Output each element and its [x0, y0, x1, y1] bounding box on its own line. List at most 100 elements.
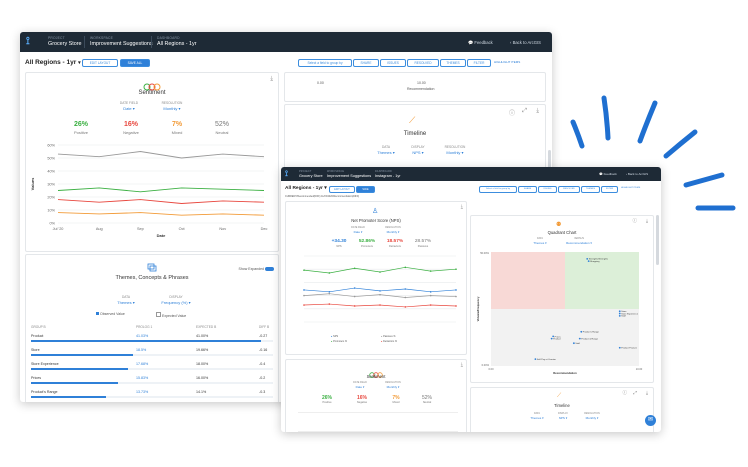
filter-summary: CURRENT/Recommended(DIFF) 11/15/2020/Rec… — [285, 195, 360, 198]
feedback-link[interactable]: 💬 Feedback — [468, 40, 493, 45]
show-expanded-toggle[interactable]: Show Expanded — [239, 267, 274, 272]
page-title[interactable]: All Regions - 1yr ▾ — [285, 186, 327, 191]
download-icon[interactable]: ⤓ — [536, 108, 539, 114]
breadcrumb-project[interactable]: PROJECT Grocery Store — [48, 36, 82, 47]
display-select[interactable]: Frequency (%) ▾ — [161, 300, 191, 305]
filter-button[interactable]: FILTER — [601, 186, 618, 193]
top-nav-bar: ⟟ PROJECT Grocery Store WORKSPACE Improvem… — [281, 167, 661, 181]
timeline-icon: ⟋ — [557, 393, 562, 399]
resolution-select[interactable]: Monthly ▾ — [386, 230, 400, 234]
group-by-select[interactable]: Select a field to group by — [479, 186, 517, 193]
themes-button[interactable]: THEMES — [440, 59, 466, 67]
info-icon[interactable]: ⓘ — [632, 218, 638, 223]
display-select[interactable]: NPS ▾ — [558, 416, 568, 420]
sentiment-title: Sentiment — [366, 374, 386, 379]
page-title[interactable]: All Regions - 1yr ▾ — [25, 59, 81, 66]
table-row[interactable]: Prices 15.83% 16.00% -0.2 — [31, 375, 273, 387]
download-icon[interactable]: ⤓ — [460, 362, 463, 368]
point-label: Staff — [575, 342, 580, 345]
highlight-items-link[interactable]: HIGHLIGHT ITEMS — [494, 60, 521, 64]
row-bar-track — [31, 368, 273, 370]
themes-button[interactable]: THEMES — [581, 186, 600, 193]
app-logo-icon[interactable]: ⟟ — [26, 36, 30, 47]
edit-layout-button[interactable]: EDIT LAYOUT — [82, 59, 118, 67]
data-select[interactable]: Themes ▾ — [377, 150, 395, 155]
breadcrumb-dashboard[interactable]: DASHBOARD Instagram - 1yr — [375, 170, 401, 178]
resolution-select[interactable]: Monthly ▾ — [163, 106, 181, 111]
date-field-select[interactable]: Date ▾ — [355, 385, 365, 389]
back-link[interactable]: ‹ Back to ArcGIS — [626, 172, 649, 176]
edit-layout-button[interactable]: EDIT LAYOUT — [329, 186, 355, 193]
download-icon[interactable]: ⤓ — [646, 390, 648, 395]
table-row[interactable]: Store 18.5% 19.66% -0.16 — [31, 347, 273, 359]
download-icon[interactable]: ⤓ — [270, 76, 273, 82]
feedback-link[interactable]: 💬 Feedback — [599, 172, 617, 176]
table-row[interactable]: Product's Range 13.73% 14.1% -0.3 — [31, 389, 273, 401]
breadcrumb-project[interactable]: PROJECT Grocery Store — [299, 170, 323, 178]
metric-passives-label: Passives — [417, 245, 429, 248]
share-button[interactable]: SHARE — [353, 59, 379, 67]
series-point — [353, 287, 356, 289]
point-label: Product — [553, 338, 561, 341]
x-tick-label: Oct — [179, 227, 186, 231]
chat-help-button[interactable]: ✉ — [645, 415, 656, 426]
x-tick-label: Nov — [219, 227, 226, 231]
display-select[interactable]: NPS ▾ — [412, 150, 424, 155]
data-select[interactable]: Themes ▾ — [530, 416, 544, 420]
date-field-select[interactable]: Date ▾ — [123, 106, 135, 111]
save-button[interactable]: SAVE — [356, 186, 375, 193]
save-all-button[interactable]: SAVE ALL — [120, 59, 150, 67]
metric-nps: +34.30 — [331, 239, 347, 244]
breadcrumb-dashboard[interactable]: DASHBOARD All Regions - 1yr — [157, 36, 197, 47]
app-logo-icon[interactable]: ⟟ — [285, 169, 288, 178]
issues-button[interactable]: ISSUES — [538, 186, 557, 193]
scatter-point — [534, 358, 537, 361]
row-bar-track — [31, 396, 273, 398]
versus-select[interactable]: Recommendation ▾ — [566, 241, 592, 245]
breadcrumb-workspace[interactable]: WORKSPACE Improvement Suggestions — [327, 170, 372, 178]
back-link[interactable]: ‹ Back to ArcGIS — [510, 40, 541, 45]
row-diff: -0.4 — [259, 362, 266, 366]
table-row[interactable]: Store Experience 17.68% 18.00% -0.4 — [31, 361, 273, 373]
scrollbar[interactable] — [656, 215, 659, 265]
row-expected: 41.00% — [196, 334, 209, 338]
resolution-select[interactable]: Monthly ▾ — [585, 416, 599, 420]
series-point — [353, 305, 356, 307]
metric-promoters-label: Promoters — [361, 245, 373, 248]
table-row[interactable]: Product 41.03% 41.00% -0.27 — [31, 333, 273, 345]
series-point — [303, 269, 305, 271]
info-icon[interactable]: ⓘ — [622, 390, 628, 395]
series-point — [328, 272, 331, 274]
resolution-select[interactable]: Monthly ▾ — [446, 150, 464, 155]
row-bar-fill — [31, 340, 261, 342]
row-diff: -0.16 — [259, 348, 268, 352]
filter-button[interactable]: FILTER — [467, 59, 491, 67]
sentiment-line-chart: 0% 10% 20% 30% 40% 50% 60% Jul '20 Aug Sep Oct Nov D… — [30, 143, 267, 238]
share-button[interactable]: SHARE — [518, 186, 537, 193]
data-select[interactable]: Themes ▾ — [533, 241, 547, 245]
series-point — [429, 270, 432, 272]
download-icon[interactable]: ⤓ — [646, 218, 648, 223]
quadrant-title: Quadrant Chart — [547, 230, 577, 235]
quadrant-region — [491, 252, 565, 309]
x-tick-label: Aug — [96, 227, 103, 231]
group-by-select[interactable]: Select a field to group by — [298, 59, 352, 67]
highlight-items-link[interactable]: HIGHLIGHT ITEMS — [621, 187, 641, 189]
metric-neutral: 52% — [214, 121, 229, 128]
info-icon[interactable]: ⓘ — [508, 111, 515, 117]
data-select[interactable]: Themes ▾ — [117, 300, 135, 305]
top-nav-bar: ⟟ PROJECT Grocery Store WORKSPACE Improvem… — [20, 32, 552, 52]
resolution-select[interactable]: Monthly ▾ — [386, 385, 400, 389]
y-tick-label: 10% — [47, 208, 55, 212]
front-dashboard-window: ⟟ PROJECT Grocery Store WORKSPACE Improvem… — [281, 167, 661, 432]
date-field-select[interactable]: Date ▾ — [353, 230, 363, 234]
breadcrumb-workspace[interactable]: WORKSPACE Improvement Suggestions — [90, 36, 153, 47]
series-point — [379, 304, 381, 306]
series-line — [57, 199, 265, 204]
resolved-button[interactable]: RESOLVED — [558, 186, 580, 193]
expand-icon[interactable]: ⤢ — [522, 108, 527, 114]
resolved-button[interactable]: RESOLVED — [407, 59, 439, 67]
download-icon[interactable]: ⤓ — [460, 204, 463, 210]
issues-button[interactable]: ISSUES — [380, 59, 406, 67]
expand-icon[interactable]: ⤢ — [633, 390, 637, 395]
